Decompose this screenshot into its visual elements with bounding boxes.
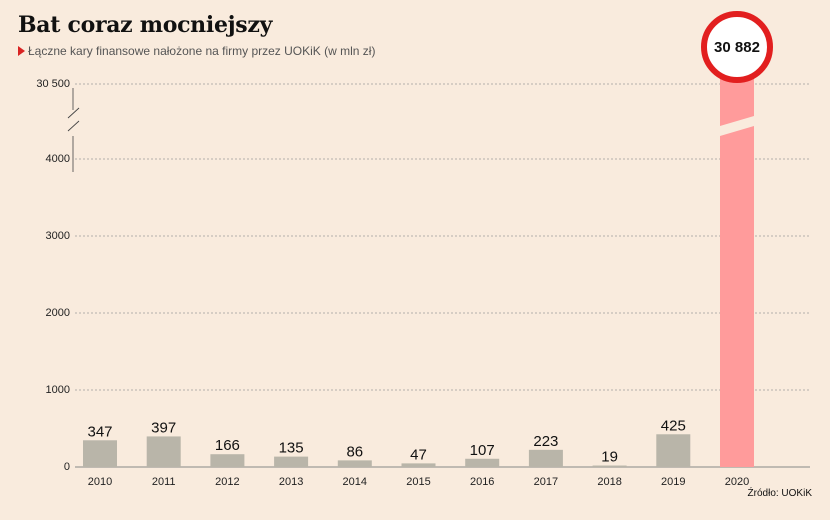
axis-break-mark <box>67 107 80 119</box>
bar-2015 <box>401 463 436 467</box>
x-tick-label: 2018 <box>597 476 621 488</box>
bar-2020-lower <box>720 126 754 467</box>
bar-2013 <box>274 456 309 467</box>
bar-2018 <box>592 465 627 467</box>
y-tick-label: 4000 <box>46 153 70 165</box>
data-label-2017: 223 <box>533 433 558 450</box>
chart-subtitle: Łączne kary finansowe nałożone na firmy … <box>18 44 375 58</box>
bar-2010 <box>83 440 117 467</box>
x-tick-label: 2010 <box>88 476 112 488</box>
data-label-2013: 135 <box>279 440 304 457</box>
chart-title: Bat coraz mocniejszy <box>18 12 273 38</box>
data-label-2020: 30 882 <box>714 39 760 56</box>
bar-2020-upper-cut <box>720 106 754 126</box>
bar-2011 <box>146 436 181 467</box>
data-label-2010: 347 <box>87 423 112 440</box>
x-tick-label: 2015 <box>406 476 430 488</box>
y-tick-label: 3000 <box>46 230 70 242</box>
data-label-2014: 86 <box>346 443 363 460</box>
bar-2016 <box>465 458 500 467</box>
bar-2014 <box>337 460 372 467</box>
x-tick-label: 2013 <box>279 476 303 488</box>
y-tick-label: 1000 <box>46 384 70 396</box>
data-label-2018: 19 <box>601 449 618 466</box>
x-tick-label: 2016 <box>470 476 494 488</box>
x-tick-label: 2019 <box>661 476 685 488</box>
highlight-circle <box>701 11 773 83</box>
x-tick-label: 2020 <box>725 476 749 488</box>
source-note: Źródło: UOKiK <box>747 488 812 499</box>
data-label-2011: 397 <box>151 419 176 436</box>
x-tick-label: 2011 <box>152 476 176 488</box>
x-tick-label: 2012 <box>215 476 239 488</box>
data-label-2016: 107 <box>470 442 495 459</box>
axis-break-mark <box>67 120 80 132</box>
data-label-2015: 47 <box>410 446 427 463</box>
y-tick-label: 30 500 <box>36 78 70 90</box>
data-label-2019: 425 <box>661 417 686 434</box>
data-label-2012: 166 <box>215 437 240 454</box>
bar-2012 <box>210 454 245 467</box>
y-tick-label: 0 <box>64 461 70 473</box>
bar-2017 <box>528 449 563 467</box>
triangle-bullet-icon <box>18 46 25 56</box>
y-tick-label: 2000 <box>46 307 70 319</box>
chart-subtitle-text: Łączne kary finansowe nałożone na firmy … <box>28 44 376 58</box>
x-tick-label: 2017 <box>534 476 558 488</box>
bar-2019 <box>656 434 691 467</box>
x-tick-label: 2014 <box>343 476 367 488</box>
